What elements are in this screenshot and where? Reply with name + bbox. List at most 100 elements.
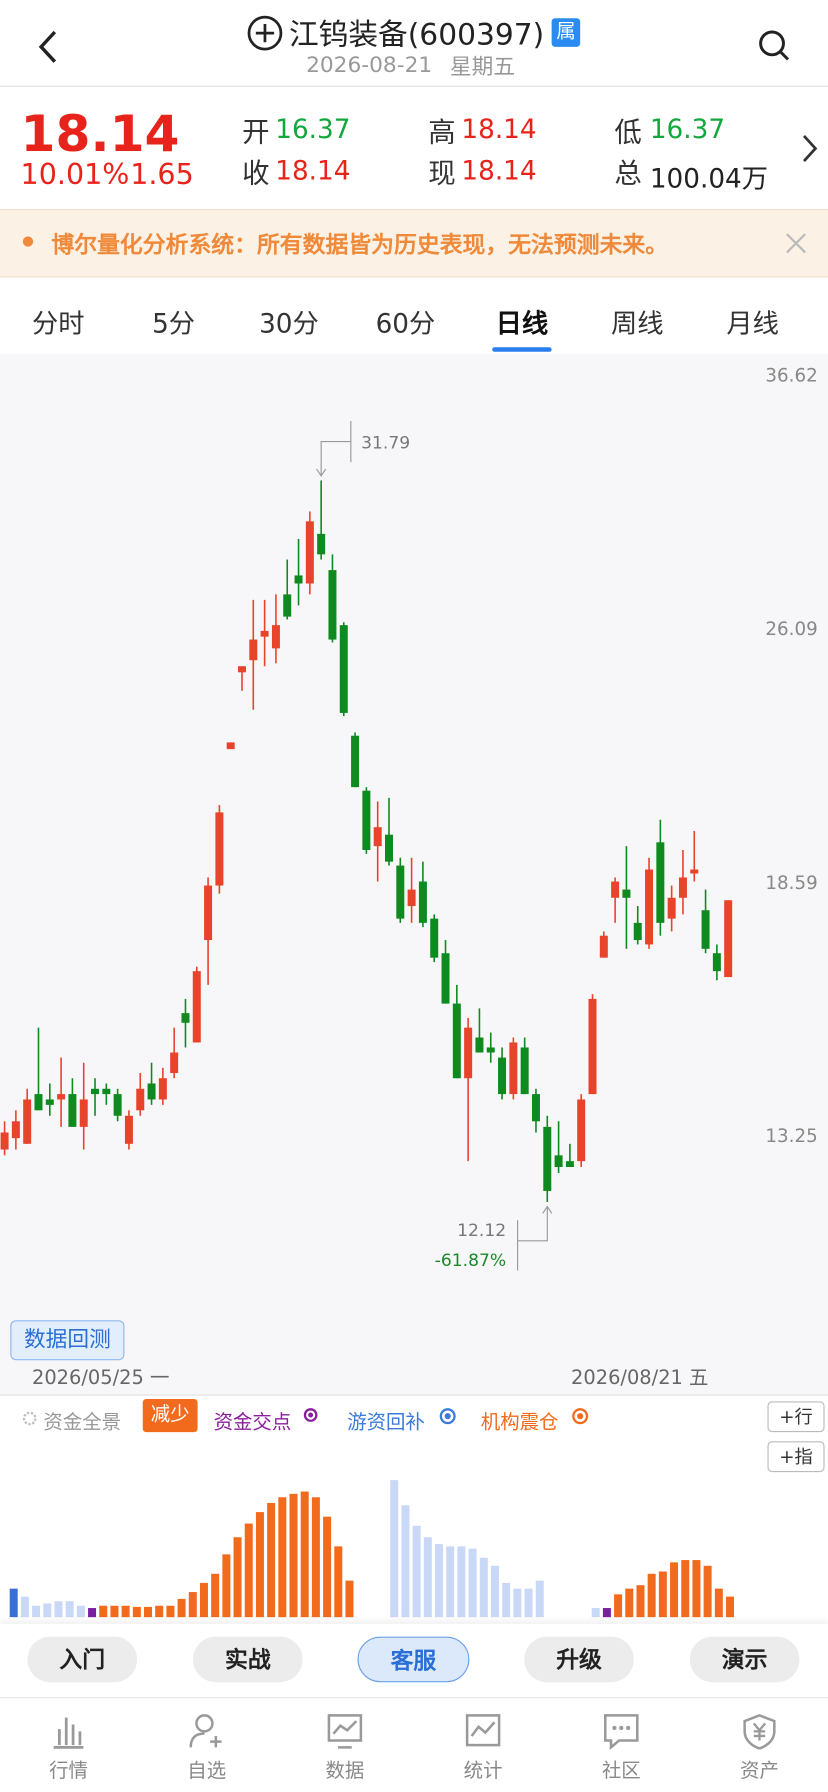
legend-dot [439,1408,456,1425]
badge: 属 [551,18,581,47]
candle-body [57,1094,66,1100]
indicator-bar [524,1588,533,1618]
candle-body [181,1013,190,1023]
divider [0,85,828,87]
indicator-bar [334,1546,343,1618]
more-arrow[interactable] [799,132,820,164]
tab[interactable]: 30分 [259,309,319,340]
tab[interactable]: 5分 [152,309,196,340]
candle-body [407,889,416,907]
indicator-bar [76,1605,85,1618]
weekday: 星期五 [449,54,516,80]
tab[interactable]: 分时 [31,309,85,340]
add-indicator-button[interactable]: +指 [767,1441,825,1473]
action-button[interactable]: 实战 [193,1636,303,1683]
indicator-legend: 资金全景 [43,1411,122,1435]
candle-body [192,971,201,1043]
nav-item[interactable]: 行情 [23,1713,114,1783]
stat-label: 现 [428,157,456,190]
candle-body [34,1094,43,1111]
nav-item[interactable]: 统计 [437,1713,528,1783]
change-pct: 10.01% [20,157,130,191]
nav-item[interactable]: 资产 [714,1713,805,1783]
indicator-bar [457,1546,466,1618]
candle-body [645,869,654,945]
candle-body [656,842,665,923]
nav-item[interactable]: 数据 [299,1713,390,1783]
indicator-bar [65,1601,74,1618]
change: 1.65 [130,157,194,191]
candle-body [441,953,450,1004]
nav-item[interactable]: 自选 [161,1713,252,1783]
gear-icon [22,1411,37,1426]
indicator-bar [435,1544,444,1618]
divider [0,1697,828,1699]
backtest-button[interactable]: 数据回测 [10,1320,125,1361]
candle-body [418,881,427,923]
tab[interactable]: 月线 [726,309,779,340]
indicator-bar [188,1592,197,1618]
candle-body [11,1121,20,1139]
candle-body [339,625,348,713]
candle-body [91,1088,100,1095]
candle-body [384,834,393,862]
candle-body [0,1132,9,1150]
candle-body [452,1003,461,1079]
candle-body [238,666,247,673]
indicator-bar [647,1573,656,1618]
tab[interactable]: 周线 [611,309,664,340]
indicator-bar [211,1573,220,1618]
candle-body [543,1126,552,1191]
candle-body [45,1099,54,1105]
back-button[interactable] [32,27,66,66]
action-button[interactable]: 演示 [689,1636,800,1683]
stat-label: 总 [614,157,642,190]
candle-body [260,630,269,637]
indicator-bar [177,1598,186,1618]
nav-icon [465,1714,501,1747]
add-row-button[interactable]: +行 [767,1401,825,1433]
search-button[interactable] [756,27,793,64]
candle-body [701,910,710,949]
indicator-bar [726,1596,735,1618]
candle-body [611,881,620,898]
notice-bar [0,208,828,278]
candle-body [520,1047,529,1095]
indicator-bar [614,1594,623,1618]
action-button[interactable]: 入门 [27,1636,138,1683]
indicator-bar [267,1502,276,1618]
action-button-active[interactable]: 客服 [357,1636,470,1683]
candle-body [577,1099,586,1162]
indicator-bar [658,1571,667,1618]
nav-item[interactable]: 社区 [576,1713,667,1783]
close-notice[interactable] [783,231,808,256]
candle-body [588,998,597,1095]
action-button[interactable]: 升级 [524,1636,634,1683]
candle-body [498,1057,507,1095]
high-label: 31.79 [361,433,410,453]
indicator-bar [479,1557,488,1618]
add-icon[interactable] [247,15,284,52]
indicator-bar [502,1582,511,1618]
indicator-bar [233,1537,242,1618]
candle-body [486,1047,495,1053]
nav-icon [327,1714,363,1749]
nav-label: 行情 [49,1759,88,1783]
indicator-bar [20,1596,29,1618]
indicator-bar [692,1560,701,1618]
indicator-bar [423,1537,432,1618]
candle-body [712,953,721,972]
candle-body [23,1099,32,1144]
candle-body [599,935,608,958]
candle-body [294,575,303,584]
y-tick-label: 36.62 [765,365,817,386]
stat-value: 16.37 [275,115,351,146]
tab[interactable]: 60分 [375,309,436,340]
tab-underline [492,347,552,352]
candle-body [68,1094,77,1127]
tab-active[interactable]: 日线 [495,309,549,340]
candle-body [678,877,687,898]
stat-label: 低 [614,116,642,149]
indicator-legend: 游资回补 [347,1411,425,1435]
y-tick-label: 26.09 [765,619,817,640]
